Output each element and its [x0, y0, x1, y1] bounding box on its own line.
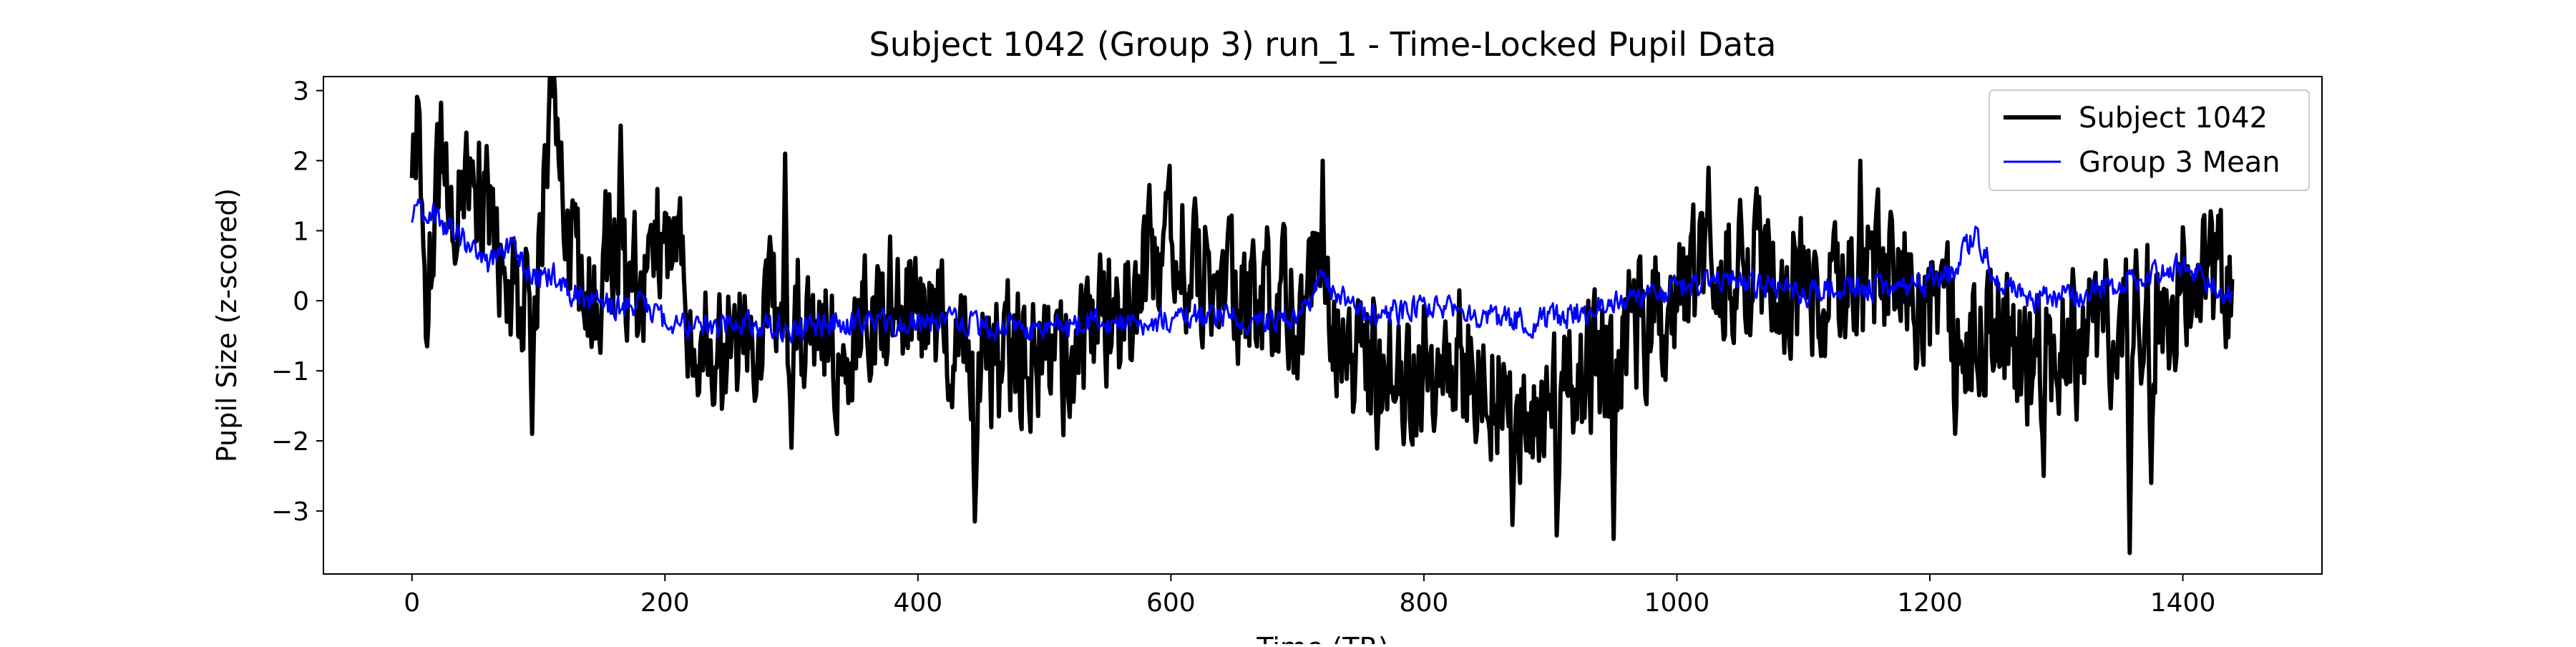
series-layer	[409, 77, 2235, 555]
legend-box	[1989, 89, 2310, 191]
y-tick-label: 0	[293, 287, 309, 316]
y-tick-label: −2	[271, 427, 309, 457]
series-line-subject-1042	[409, 77, 2235, 555]
legend-label: Group 3 Mean	[2079, 146, 2280, 179]
chart-title: Subject 1042 (Group 3) run_1 - Time-Lock…	[869, 25, 1777, 64]
x-tick-label: 200	[640, 588, 690, 618]
x-tick-label: 1200	[1897, 588, 1963, 618]
y-tick-label: −3	[271, 497, 309, 527]
x-tick-label: 600	[1146, 588, 1196, 618]
y-tick-label: 3	[293, 77, 309, 107]
x-tick-label: 0	[404, 588, 420, 618]
legend-label: Subject 1042	[2079, 102, 2268, 135]
x-tick-label: 1000	[1644, 588, 1710, 618]
plot-area: 0 200 400 600 800 1000 1200 1400 −3 −2 −1 0 1 2 3	[271, 76, 2323, 618]
y-tick-label: 2	[293, 147, 309, 176]
y-tick-label: −1	[271, 357, 309, 386]
series-line-group-3-mean	[411, 198, 2233, 344]
x-axis-label: Time (TR)	[1256, 632, 1388, 644]
plot-frame	[323, 76, 2323, 575]
x-tick-label: 400	[893, 588, 942, 618]
y-axis-label: Pupil Size (z-scored)	[211, 188, 243, 462]
y-tick-label: 1	[293, 217, 309, 246]
x-tick-label: 1400	[2150, 588, 2216, 618]
x-tick-label: 800	[1400, 588, 1449, 618]
legend: Subject 1042 Group 3 Mean	[1989, 89, 2310, 191]
